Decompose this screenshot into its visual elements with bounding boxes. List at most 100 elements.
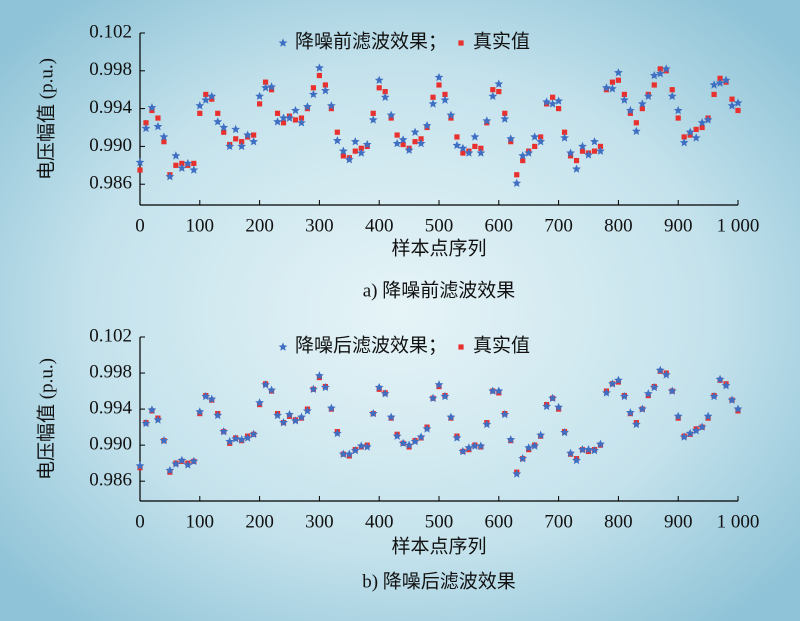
- point: [440, 391, 450, 401]
- point: [434, 380, 444, 389]
- point: [225, 141, 235, 151]
- point: [518, 454, 528, 463]
- point: [326, 101, 336, 110]
- x-tick-label: 1 000: [717, 511, 760, 532]
- point: [494, 79, 504, 88]
- point: [482, 116, 492, 125]
- point: [297, 412, 306, 421]
- point: [620, 95, 629, 104]
- point: [239, 139, 245, 145]
- x-tick-label: 600: [485, 215, 514, 236]
- caption: b) 降噪后滤波效果: [362, 570, 516, 592]
- point: [631, 419, 641, 429]
- point: [362, 139, 372, 149]
- point: [143, 120, 149, 126]
- point: [249, 429, 258, 439]
- point: [191, 160, 197, 167]
- x-tick-label: 900: [664, 215, 693, 236]
- point: [221, 129, 227, 135]
- point: [673, 105, 683, 115]
- point: [285, 113, 294, 122]
- point: [464, 148, 474, 157]
- point: [255, 398, 264, 407]
- point: [303, 102, 312, 111]
- point: [321, 382, 330, 392]
- point: [602, 388, 611, 397]
- point: [536, 137, 546, 146]
- point: [482, 419, 492, 429]
- point: [560, 133, 569, 142]
- point: [338, 146, 348, 155]
- point: [398, 135, 408, 144]
- point: [261, 83, 270, 92]
- point: [442, 91, 448, 98]
- point: [326, 403, 336, 412]
- x-tick-label: 200: [245, 511, 274, 532]
- point: [273, 117, 282, 126]
- point: [165, 172, 175, 181]
- point: [141, 418, 151, 428]
- point: [400, 141, 406, 148]
- x-tick-label: 200: [245, 215, 274, 236]
- point: [177, 455, 187, 465]
- y-tick-label: 0.986: [89, 173, 132, 194]
- point: [344, 449, 354, 458]
- x-tick-label: 800: [604, 511, 633, 532]
- point: [596, 146, 605, 155]
- point: [715, 374, 725, 384]
- point: [715, 78, 725, 87]
- point: [344, 155, 354, 164]
- point: [315, 371, 324, 380]
- point: [536, 430, 546, 439]
- point: [693, 126, 699, 132]
- point: [729, 96, 735, 102]
- point: [165, 465, 175, 475]
- point: [153, 121, 163, 131]
- point: [197, 110, 203, 116]
- point: [303, 406, 312, 415]
- point: [687, 132, 693, 138]
- point: [488, 91, 498, 101]
- point: [316, 72, 322, 79]
- point: [727, 101, 737, 110]
- point: [591, 148, 598, 154]
- point: [430, 94, 436, 100]
- point: [149, 107, 155, 114]
- point: [249, 137, 258, 146]
- point: [292, 117, 299, 123]
- point: [458, 143, 468, 153]
- y-tick-label: 0.998: [89, 361, 132, 382]
- point: [215, 110, 221, 116]
- point: [655, 69, 665, 78]
- legend-label: 真实值: [473, 334, 530, 356]
- point: [334, 129, 340, 135]
- y-tick-label: 0.990: [89, 433, 132, 454]
- point: [207, 91, 217, 101]
- point: [267, 385, 276, 394]
- point: [506, 134, 516, 143]
- point: [237, 141, 247, 151]
- point: [153, 415, 163, 424]
- point: [159, 132, 169, 141]
- x-tick-label: 0: [135, 215, 145, 236]
- point: [386, 412, 396, 421]
- point: [338, 449, 348, 458]
- x-tick-label: 600: [485, 511, 514, 532]
- point: [422, 121, 432, 130]
- point: [410, 436, 420, 446]
- point: [554, 402, 563, 412]
- point: [524, 443, 534, 452]
- point: [454, 134, 460, 140]
- point: [609, 79, 616, 85]
- point: [207, 394, 217, 403]
- point: [262, 79, 269, 85]
- point: [233, 136, 239, 142]
- point: [356, 441, 366, 450]
- point: [315, 63, 324, 72]
- x-tick-label: 0: [135, 511, 145, 532]
- point: [147, 103, 157, 112]
- point: [512, 178, 522, 187]
- point: [358, 145, 364, 151]
- point: [291, 105, 300, 115]
